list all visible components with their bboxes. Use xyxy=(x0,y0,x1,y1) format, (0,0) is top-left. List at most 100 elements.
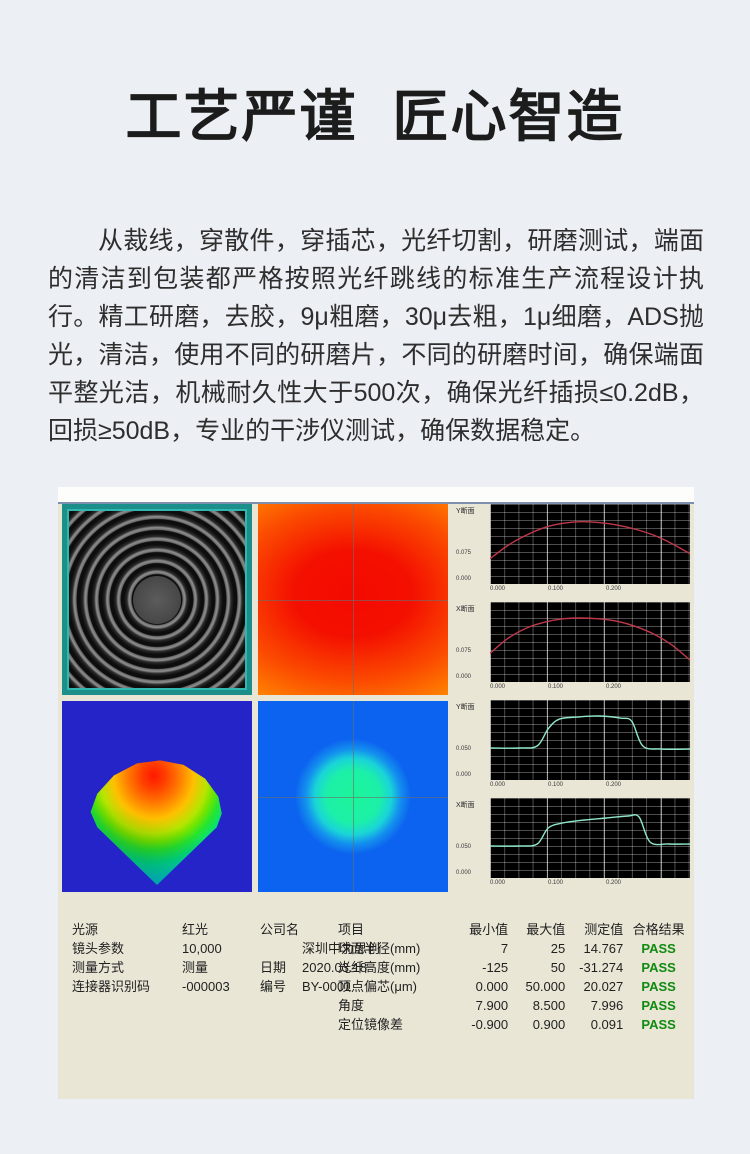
newton-rings-center xyxy=(133,575,181,624)
meta-value: -000003 xyxy=(182,979,230,994)
column-header-item: 项目 xyxy=(338,922,365,937)
cell-max: 50 xyxy=(550,960,566,975)
chart-y-tick: 0.000 xyxy=(456,576,472,582)
chart-series-path xyxy=(490,602,690,682)
column-header-result: 合格结果 xyxy=(632,922,685,937)
chart-y-axis-label: Y断面 xyxy=(456,704,475,711)
table-row: 光纤高度(mm) -125 50 -31.274 PASS xyxy=(338,958,694,977)
meta-value: 深圳中为思创 xyxy=(302,941,381,956)
meta-value: 10,000 xyxy=(182,941,222,956)
chart-plot-area xyxy=(490,602,690,682)
chart-grid-major xyxy=(490,602,690,682)
cell-meas: 14.767 xyxy=(583,941,624,956)
chart-x-ticks: 0.000 0.100 0.200 xyxy=(490,782,690,792)
3d-surface-plot-panel xyxy=(62,701,252,892)
meta-value: 红光 xyxy=(182,922,209,937)
results-area: 光源 红光 公司名 镜头参数 10,000 深圳中为思创 测量方式 测量 日期 … xyxy=(58,912,694,1092)
chart-x-tick: 0.000 xyxy=(490,684,506,690)
status-badge: PASS xyxy=(641,941,676,956)
chart-y-tick: 0.000 xyxy=(456,674,472,680)
cell-max: 25 xyxy=(550,941,566,956)
meta-row: 测量方式 测量 日期 2020.03.18 xyxy=(72,958,380,977)
status-badge: PASS xyxy=(641,998,676,1013)
interference-fringes-panel xyxy=(62,504,252,695)
chart-series-path xyxy=(490,700,690,780)
surface-height-map-panel xyxy=(258,504,448,695)
cell-meas: 0.091 xyxy=(590,1017,624,1032)
cell-min: 0.000 xyxy=(475,979,509,994)
chart-y-tick: 0.050 xyxy=(456,844,472,850)
chart-plot-area xyxy=(490,700,690,780)
chart-x-tick: 0.100 xyxy=(548,782,564,788)
chart-x-tick: 0.200 xyxy=(606,782,622,788)
status-badge: PASS xyxy=(641,960,676,975)
chart-y-tick: 0.050 xyxy=(456,746,472,752)
meta-value: 测量 xyxy=(182,960,209,975)
status-badge: PASS xyxy=(641,979,676,994)
chart-x-ticks: 0.000 0.100 0.200 xyxy=(490,880,690,890)
table-row: 球面半径(mm) 7 25 14.767 PASS xyxy=(338,939,694,958)
chart-panel: X断面 0.075 0.000 0.000 0.100 0.200 xyxy=(454,602,690,696)
chart-x-tick: 0.100 xyxy=(548,586,564,592)
meta-row: 连接器识别码 -000003 编号 BY-0001 xyxy=(72,977,380,996)
meta-key: 测量方式 xyxy=(72,960,125,975)
table-row: 顶点偏芯(μm) 0.000 50.000 20.027 PASS xyxy=(338,977,694,996)
chart-y-axis-label: X断面 xyxy=(456,802,475,809)
chart-panel: Y断面 0.075 0.000 0.000 0.100 0.200 xyxy=(454,504,690,598)
chart-x-tick: 0.200 xyxy=(606,684,622,690)
meta-key: 日期 xyxy=(260,960,287,975)
image-grid xyxy=(62,504,450,894)
window-top-strip xyxy=(58,487,694,502)
chart-y-axis-label: Y断面 xyxy=(456,508,475,515)
cell-max: 8.500 xyxy=(532,998,566,1013)
chart-x-tick: 0.000 xyxy=(490,782,506,788)
body-paragraph: 从裁线，穿散件，穿插芯，光纤切割，研磨测试，端面的清洁到包装都严格按照光纤跳线的… xyxy=(48,227,704,445)
chart-y-tick: 0.075 xyxy=(456,648,472,654)
chart-x-tick: 0.000 xyxy=(490,880,506,886)
chart-plot-area xyxy=(490,504,690,584)
cell-max: 50.000 xyxy=(525,979,566,994)
meta-key: 光源 xyxy=(72,922,99,937)
chart-y-axis-label: X断面 xyxy=(456,606,475,613)
page-title: 工艺严谨 匠心智造 xyxy=(125,85,625,148)
chart-panel: Y断面 0.050 0.000 0.000 0.100 0.200 xyxy=(454,700,690,794)
chart-x-tick: 0.100 xyxy=(548,684,564,690)
chart-grid-major xyxy=(490,700,690,780)
cell-item: 球面半径(mm) xyxy=(338,941,421,956)
hot-colormap-image xyxy=(258,504,448,695)
meta-key: 编号 xyxy=(260,979,287,994)
chart-plot-area xyxy=(490,798,690,878)
chart-x-ticks: 0.000 0.100 0.200 xyxy=(490,684,690,694)
chart-x-tick: 0.200 xyxy=(606,586,622,592)
chart-y-tick: 0.000 xyxy=(456,772,472,778)
chart-x-ticks: 0.000 0.100 0.200 xyxy=(490,586,690,596)
cell-item: 光纤高度(mm) xyxy=(338,960,421,975)
chart-grid-major xyxy=(490,798,690,878)
cell-max: 0.900 xyxy=(532,1017,566,1032)
cool-colormap-image xyxy=(258,701,448,892)
table-row: 角度 7.900 8.500 7.996 PASS xyxy=(338,996,694,1015)
table-row: 定位镜像差 -0.900 0.900 0.091 PASS xyxy=(338,1015,694,1034)
cell-item: 顶点偏芯(μm) xyxy=(338,979,417,994)
meta-key: 连接器识别码 xyxy=(72,979,151,994)
measurement-meta-block: 光源 红光 公司名 镜头参数 10,000 深圳中为思创 测量方式 测量 日期 … xyxy=(72,920,380,996)
cell-min: 7.900 xyxy=(475,998,509,1013)
cell-meas: -31.274 xyxy=(579,960,624,975)
cell-item: 角度 xyxy=(338,998,365,1013)
fiber-core-map-panel xyxy=(258,701,448,892)
cell-min: -0.900 xyxy=(471,1017,509,1032)
meta-key: 镜头参数 xyxy=(72,941,125,956)
chart-series-path xyxy=(490,798,690,878)
column-header-meas: 测定值 xyxy=(584,922,624,937)
meta-row: 光源 红光 公司名 xyxy=(72,920,380,939)
column-header-min: 最小值 xyxy=(469,922,509,937)
meta-value: BY-0001 xyxy=(302,979,352,994)
chart-y-tick: 0.075 xyxy=(456,550,472,556)
dome-shading xyxy=(90,760,222,885)
table-header-row: 项目 最小值 最大值 测定值 合格结果 xyxy=(338,920,694,939)
chart-x-tick: 0.200 xyxy=(606,880,622,886)
meta-value: 2020.03.18 xyxy=(302,960,368,975)
profile-charts-column: Y断面 0.075 0.000 0.000 0.100 0.200 X断面 0.… xyxy=(454,504,690,894)
chart-x-tick: 0.000 xyxy=(490,586,506,592)
cell-meas: 20.027 xyxy=(583,979,624,994)
